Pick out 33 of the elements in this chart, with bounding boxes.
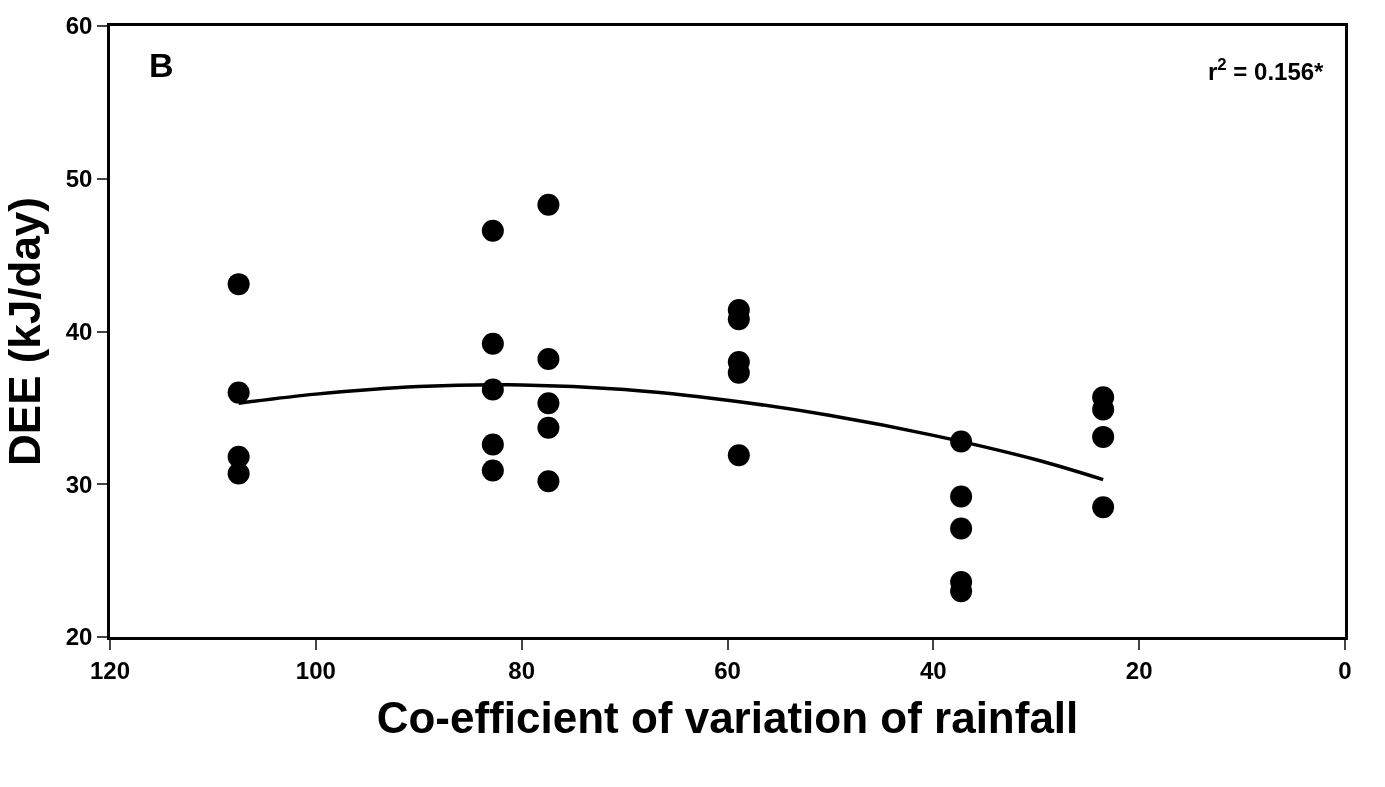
y-tick-label: 40: [65, 317, 93, 345]
point: [1092, 496, 1115, 519]
x-tick-label: 100: [295, 656, 336, 684]
point: [537, 392, 560, 415]
x-tick-label: 0: [1338, 656, 1352, 684]
x-tick-label: 20: [1125, 656, 1153, 684]
annotation: r$^{2}$ = 0.156*: [1208, 55, 1325, 86]
x-tick-label: 40: [919, 656, 947, 684]
annotation: B: [149, 46, 174, 84]
point: [537, 470, 560, 493]
point: [727, 444, 750, 467]
point: [227, 381, 250, 404]
point: [227, 273, 250, 296]
x-tick-label: 60: [714, 656, 741, 684]
x-axis-title: Co-efficient of variation of rainfall: [376, 692, 1079, 742]
point: [1092, 425, 1115, 448]
y-tick-label: 20: [65, 623, 93, 651]
point: [227, 462, 250, 485]
point: [481, 459, 504, 482]
point: [950, 485, 973, 508]
point: [481, 433, 504, 456]
point: [537, 416, 560, 439]
point: [481, 332, 504, 355]
x-tick-label: 120: [89, 656, 131, 684]
y-axis-title: DEE (kJ/day): [0, 197, 49, 466]
x-tick-label: 80: [508, 656, 536, 684]
y-tick-label: 60: [65, 12, 93, 40]
point: [481, 219, 504, 242]
y-tick-label: 30: [65, 470, 93, 498]
point: [537, 193, 560, 216]
y-tick-label: 50: [65, 165, 93, 193]
point: [537, 347, 560, 370]
point: [950, 517, 973, 540]
